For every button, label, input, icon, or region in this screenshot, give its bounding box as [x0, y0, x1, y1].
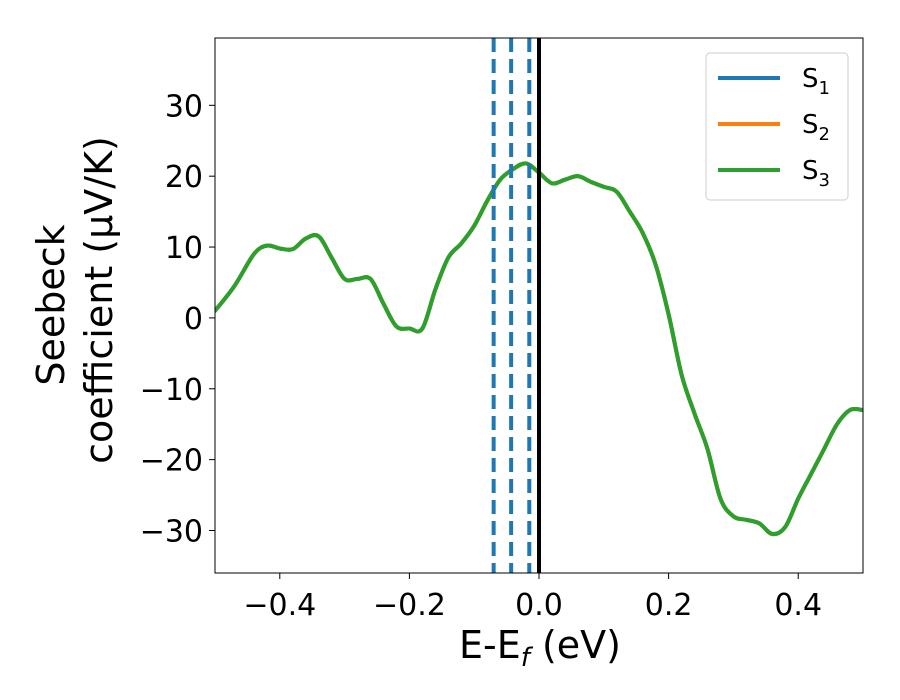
- legend-label-s3: S3: [802, 156, 830, 191]
- legend-box: [705, 52, 849, 201]
- legend: S1 S2 S3: [705, 52, 849, 201]
- x-tick-label: 0.4: [774, 588, 822, 623]
- x-axis-label: E-Ef (eV): [459, 623, 621, 673]
- y-tick-label: 10: [165, 231, 203, 266]
- x-tick-label: −0.2: [373, 588, 446, 623]
- legend-label-s1: S1: [802, 64, 830, 99]
- y-tick-label: −10: [140, 373, 203, 408]
- x-tick-label: 0.2: [645, 588, 693, 623]
- y-tick-label: 30: [165, 89, 203, 124]
- legend-label-s2: S2: [802, 110, 830, 145]
- x-tick-label: −0.4: [243, 588, 316, 623]
- y-tick-label: 0: [184, 302, 203, 337]
- series-line-s3: [215, 161, 863, 537]
- plot-area: [215, 38, 863, 573]
- axis-ticks: −0.4 −0.2 0.0 0.2 0.4 −30 −20 −10 0 10 20 30: [140, 89, 822, 623]
- y-tick-label: −30: [140, 514, 203, 549]
- y-axis-label-line1: Seebeck: [29, 224, 73, 385]
- y-tick-label: 20: [165, 160, 203, 195]
- x-tick-label: 0.0: [515, 588, 563, 623]
- y-axis-label-line2: coefficient (μV/K): [77, 136, 121, 464]
- y-tick-label: −20: [140, 444, 203, 479]
